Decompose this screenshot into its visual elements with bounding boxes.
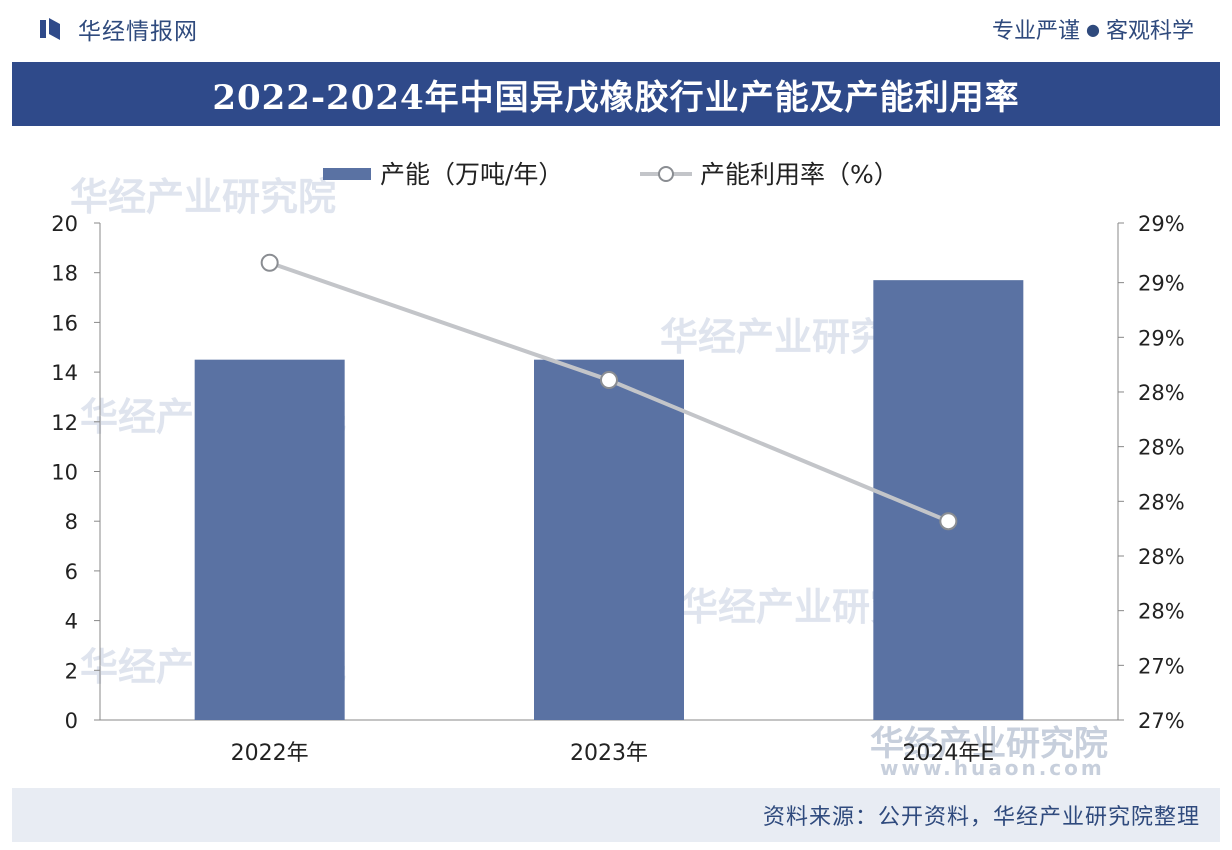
slogan: 专业严谨 ● 客观科学 [992,14,1194,44]
y-left-tick-label: 2 [65,659,78,683]
x-tick-label: 2023年 [570,741,648,766]
y-left-tick-label: 18 [51,262,78,286]
logo-text: 华经情报网 [78,19,198,45]
y-right-tick-label: 28% [1138,381,1185,405]
slogan-part-2: 客观科学 [1105,19,1194,44]
title-band: 2022-2024年中国异戊橡胶行业产能及产能利用率 [12,62,1220,126]
bar [194,359,345,720]
y-right-tick-label: 28% [1138,600,1185,624]
legend-line-label: 产能利用率（%） [700,160,899,189]
y-right-tick-label: 28% [1138,490,1185,514]
y-left-tick-label: 10 [51,461,78,485]
slogan-separator: ● [1086,19,1100,39]
y-right-tick-label: 27% [1138,709,1185,733]
utilization-point [939,512,958,531]
legend-bar-swatch [323,168,371,180]
utilization-point [260,253,279,272]
top-bar: 华经情报网 专业严谨 ● 客观科学 [0,0,1232,58]
y-right-tick-label: 29% [1138,272,1185,296]
logo-icon [40,18,60,40]
chart-title: 2022-2024年中国异戊橡胶行业产能及产能利用率 [212,77,1020,118]
chart-svg: 0 2 4 6 8 10 12 14 16 18 20 27% 27% 28% 28% 28% 28% 28% 29… [51,160,1185,766]
y-left-tick-label: 6 [65,560,78,584]
brand-logo[interactable]: 华经情报网 [38,14,198,45]
y-left-tick-label: 20 [51,212,78,236]
y-right-tick-label: 28% [1138,545,1185,569]
x-tick-label: 2024年E [902,741,994,766]
y-right-tick-label: 28% [1138,436,1185,460]
y-right-tick-label: 27% [1138,654,1185,678]
footer-band: 资料来源：公开资料，华经产业研究院整理 [12,788,1220,842]
utilization-point [600,371,618,390]
y-right-tick-label: 29% [1138,212,1185,236]
chart-area: 华经产业研究院 华经产业研究院 华经产业研究院 华经产业研究院 华经产业研究院 … [0,126,1232,786]
legend-bar-label: 产能（万吨/年） [380,160,563,189]
y-left-tick-label: 14 [51,361,78,385]
y-left-tick-label: 8 [65,510,78,534]
y-left-tick-label: 4 [65,610,78,634]
bar [534,359,684,720]
y-left-tick-label: 0 [65,709,78,733]
y-right-tick-label: 29% [1138,326,1185,350]
source-note: 资料来源：公开资料，华经产业研究院整理 [762,805,1200,830]
y-left-tick-label: 12 [51,411,78,435]
y-left-tick-label: 16 [51,311,78,335]
x-tick-label: 2022年 [231,741,309,766]
legend-line-marker [658,166,674,182]
slogan-part-1: 专业严谨 [992,19,1081,44]
